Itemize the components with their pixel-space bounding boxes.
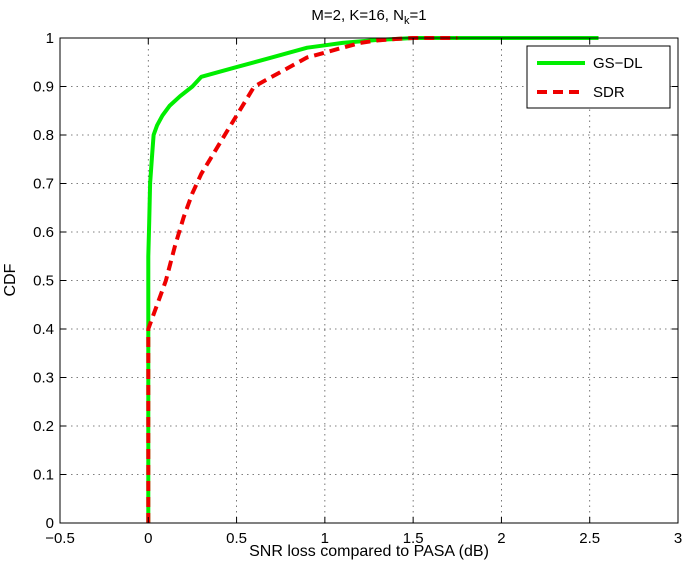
y-tick-label: 0.6 (33, 224, 54, 241)
series-line-sdr (146, 36, 458, 523)
y-tick-label: 0.7 (33, 176, 54, 193)
chart-title: M=2, K=16, Nk=1 (311, 7, 426, 27)
y-tick-label: 0.2 (33, 418, 54, 435)
x-tick-label: 0.5 (226, 530, 247, 547)
x-tick-label: 2 (497, 530, 505, 547)
axis-ticks (59, 37, 679, 524)
y-tick-label: 0.5 (33, 273, 54, 290)
x-tick-label: 0 (144, 530, 152, 547)
chart-title-tail: =1 (409, 7, 426, 24)
y-tick-label: 0.3 (33, 370, 54, 387)
grid-lines (60, 38, 678, 523)
series-line-gs-dl (146, 36, 599, 523)
y-tick-label: 0.8 (33, 127, 54, 144)
x-tick-label: 1.5 (403, 530, 424, 547)
chart-title-main: M=2, K=16, N (311, 7, 404, 24)
y-tick-label: 0.9 (33, 79, 54, 96)
x-tick-label: −0.5 (45, 530, 75, 547)
x-tick-labels: −0.5 0 0.5 1 1.5 2 2.5 3 (45, 530, 682, 547)
legend: GS−DL SDR (526, 45, 671, 109)
x-axis-label: SNR loss compared to PASA (dB) (249, 543, 489, 560)
y-tick-label: 0 (46, 515, 54, 532)
x-tick-label: 2.5 (579, 530, 600, 547)
y-axis-label: CDF (2, 263, 19, 296)
chart-title-subscript: k (404, 15, 410, 27)
x-tick-label: 1 (321, 530, 329, 547)
y-tick-label: 1 (46, 30, 54, 47)
legend-label: GS−DL (593, 55, 643, 72)
y-tick-label: 0.1 (33, 467, 54, 484)
y-tick-label: 0.4 (33, 321, 54, 338)
series-layer (146, 36, 599, 523)
y-tick-labels: 0 0.1 0.2 0.3 0.4 0.5 0.6 0.7 0.8 0.9 1 (33, 30, 54, 532)
legend-box (526, 45, 671, 109)
legend-label: SDR (593, 84, 625, 101)
x-tick-label: 3 (674, 530, 682, 547)
